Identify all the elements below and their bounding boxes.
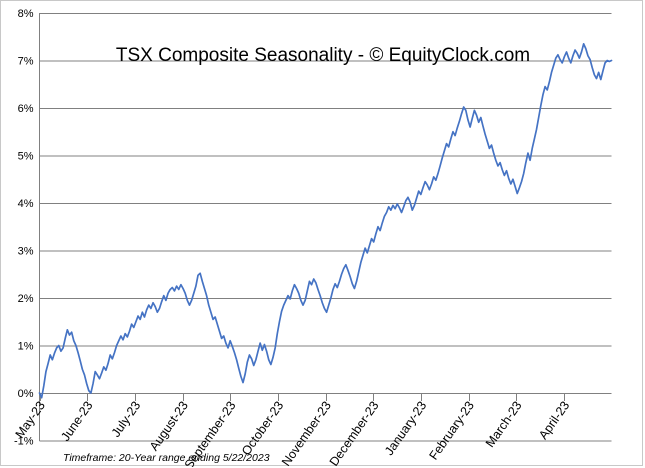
x-axis-tick-label: February-23 — [426, 399, 477, 463]
seasonality-series-line — [38, 43, 613, 399]
y-axis-tick-label: 0% — [18, 388, 34, 400]
x-axis-tick-label: March-23 — [483, 399, 525, 450]
x-axis-tick-label: August-23 — [147, 399, 191, 454]
y-axis-tick-label: 8% — [18, 8, 34, 20]
y-axis-tick-label: 6% — [18, 103, 34, 115]
y-axis-tick-label: 1% — [18, 341, 34, 353]
x-axis-tick-label: October-23 — [239, 399, 286, 458]
y-axis-tick-label: -1% — [14, 436, 34, 448]
x-axis-tick-label: June-23 — [58, 399, 95, 444]
y-axis-labels-group: 8% 7% 6% 5% 4% 3% 2% 1% 0% -1% — [14, 8, 34, 448]
y-axis-tick-label: 2% — [18, 293, 34, 305]
x-axis-tick-label: December-23 — [327, 399, 382, 467]
x-axis-tick-label: November-23 — [279, 399, 334, 467]
x-axis-tick-label: January-23 — [382, 399, 429, 458]
y-axis-tick-label: 7% — [18, 56, 34, 68]
gridlines-group — [39, 13, 612, 442]
chart-footnote: Timeframe: 20-Year range ending 5/22/202… — [63, 452, 270, 464]
x-tick-marks-group — [40, 393, 565, 401]
y-axis-tick-label: 3% — [18, 246, 34, 258]
x-axis-tick-label: July-23 — [109, 399, 144, 440]
x-axis-tick-label: April-23 — [536, 399, 572, 442]
y-axis-tick-label: 5% — [18, 151, 34, 163]
chart-title: TSX Composite Seasonality - © EquityCloc… — [116, 45, 530, 66]
y-axis-tick-label: 4% — [18, 198, 34, 210]
